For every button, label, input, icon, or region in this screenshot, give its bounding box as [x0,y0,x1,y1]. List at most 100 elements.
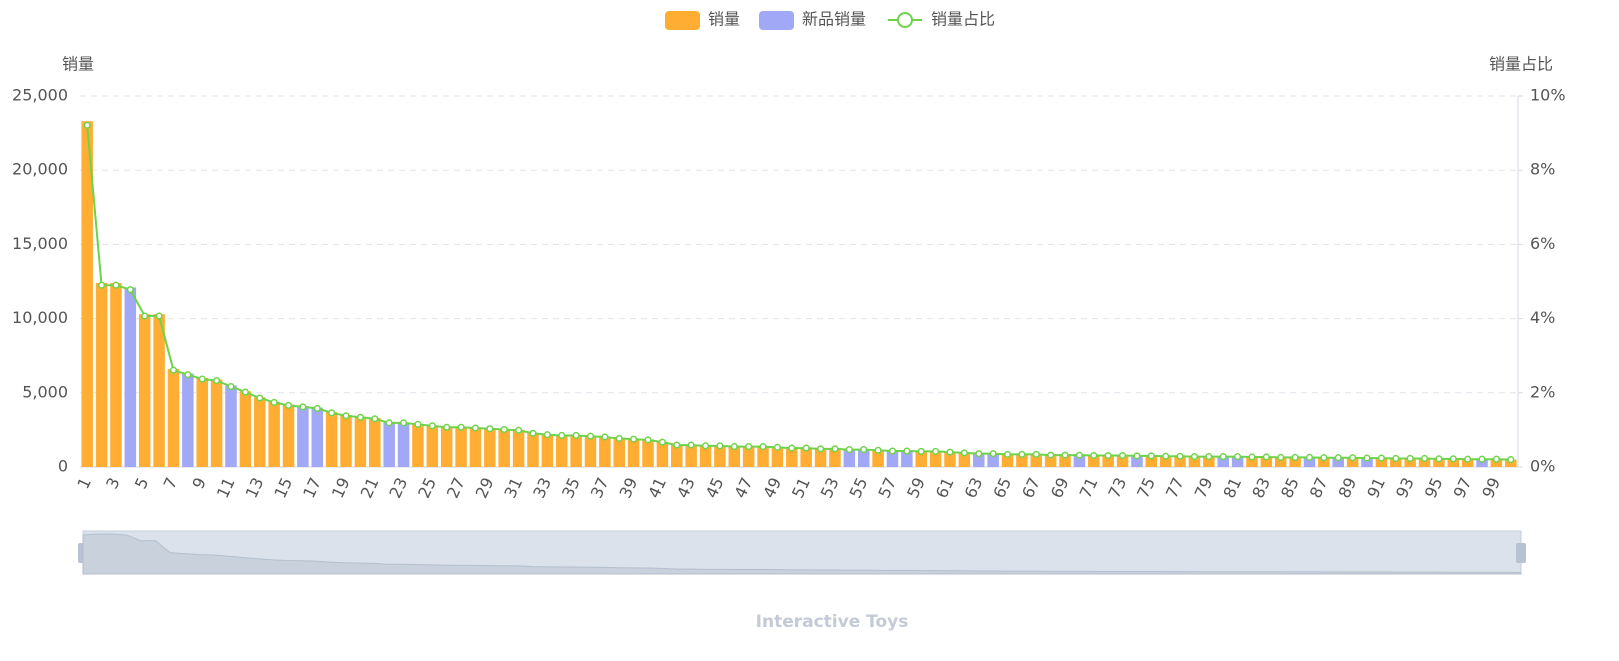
x-tick-label: 33 [529,475,555,501]
line-point [745,443,753,451]
x-tick-label: 31 [500,475,526,501]
y-tick-label: 25,000 [12,86,68,105]
x-tick-label: 19 [328,475,354,501]
line-point [989,450,997,458]
bar [944,452,956,467]
bar [1461,458,1474,467]
x-tick-label: 37 [587,475,613,501]
bar [1203,456,1215,467]
bar [196,377,208,467]
line-point [1147,452,1155,460]
zoom-handle[interactable] [1516,543,1526,563]
bar [1246,456,1258,467]
line-point [428,422,436,430]
bar [1174,456,1186,467]
bar [728,446,741,467]
bar [1375,458,1388,467]
line-point [1492,455,1500,463]
line-point [328,409,336,417]
x-tick-label: 13 [242,475,268,501]
x-tick-label: 77 [1162,475,1188,501]
line-point [888,447,897,455]
line-point [299,403,307,411]
line-point [658,438,666,446]
legend-label[interactable]: 销量 [708,10,740,29]
line-point [1119,451,1127,460]
bar [886,450,899,467]
x-tick-label: 97 [1450,475,1476,501]
bar [210,379,223,467]
bar [843,449,856,467]
bar [1102,455,1114,467]
x-tick-label: 55 [846,475,872,501]
x-tick-label: 21 [357,475,383,501]
bar [1505,459,1517,467]
line-point [630,435,638,443]
line-point [169,366,178,374]
bar [498,429,510,467]
x-tick-label: 81 [1219,475,1245,501]
legend-label[interactable]: 新品销量 [802,10,866,29]
line-point [1392,454,1400,463]
bar [757,446,769,467]
line-point [1464,455,1472,463]
x-tick-label: 27 [443,475,469,501]
line-point [227,382,235,391]
bar [714,445,726,467]
bar [354,416,367,467]
line-point [1176,452,1184,460]
line-point [601,433,609,441]
x-tick-label: 85 [1277,475,1303,501]
bar [1476,459,1488,467]
bar [124,287,137,467]
bar [1390,458,1402,467]
x-tick-label: 1 [73,475,95,492]
bar [311,407,324,467]
line-point [155,312,163,320]
y-tick-label: 20,000 [12,160,68,179]
line-point [946,448,954,456]
line-point [1363,454,1371,462]
bar [182,373,194,467]
bar [1059,455,1071,467]
bar [570,435,582,467]
line-point [874,446,882,454]
x-tick-label: 49 [759,475,785,501]
x-tick-label: 83 [1248,475,1274,501]
line-point [141,312,149,320]
line-point [515,426,523,434]
bar [282,404,295,467]
line-point [313,404,321,412]
bar [958,452,971,467]
x-tick-label: 65 [989,475,1015,501]
x-tick-label: 79 [1191,475,1217,501]
x-tick-label: 71 [1076,475,1102,501]
bar [872,449,884,467]
x-tick-label: 75 [1133,475,1159,501]
x-tick-label: 61 [932,475,958,501]
y2-tick-label: 4% [1530,308,1555,327]
bar [1274,457,1287,467]
line-point [1262,453,1270,461]
line-point [1248,453,1256,461]
line-point [1047,451,1055,459]
line-point [1190,453,1198,461]
line-point [817,445,825,453]
bar [656,441,669,467]
legend-label[interactable]: 销量占比 [931,10,995,29]
bar [1404,458,1416,467]
bar [1073,455,1086,467]
bar [972,453,985,467]
line-point [1003,450,1012,458]
x-tick-label: 11 [213,475,239,501]
line-point [1018,450,1026,458]
bar [987,453,999,467]
line-point [356,413,364,421]
line-point [400,419,408,427]
x-tick-label: 69 [1047,475,1073,501]
line-point [1219,453,1227,461]
line-point [1320,454,1328,462]
line-point [673,441,681,449]
x-tick-label: 25 [414,475,440,501]
y2-axis-name: 销量占比 [1489,55,1553,74]
